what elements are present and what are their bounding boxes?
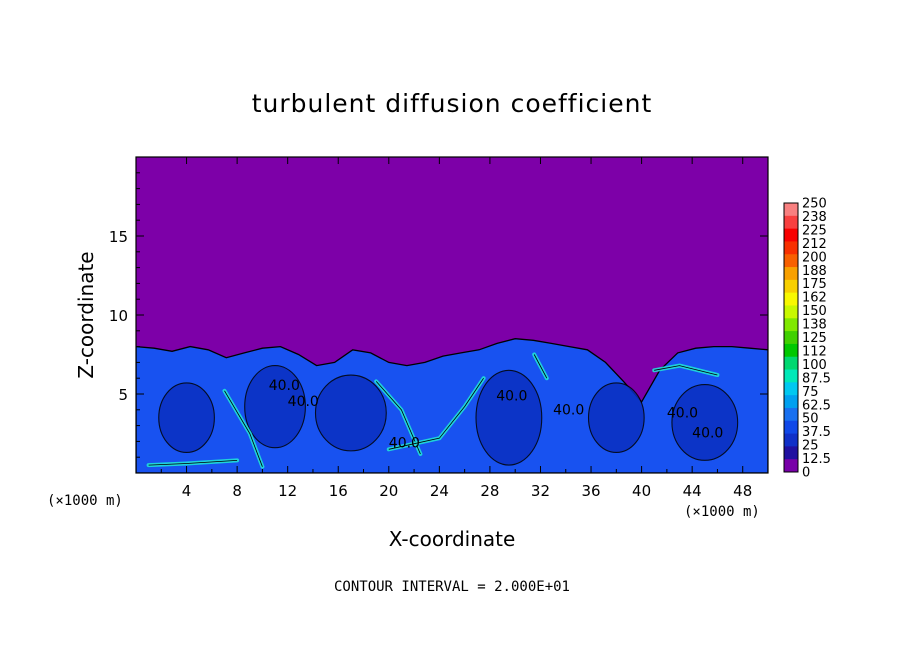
colorbar-swatch <box>784 254 798 268</box>
y-axis: 5 10 15 <box>109 172 768 458</box>
colorbar-swatch <box>784 395 798 409</box>
colorbar-swatch <box>784 318 798 332</box>
colorbar-swatch <box>784 331 798 345</box>
contour-line <box>148 460 238 466</box>
colorbar-swatch <box>784 433 798 447</box>
colorbar-label: 212 <box>802 237 827 252</box>
colorbar-label: 225 <box>802 223 827 238</box>
colorbar-label: 150 <box>802 304 827 319</box>
colorbar-swatch <box>784 343 798 358</box>
colorbar-label: 87.5 <box>802 371 831 386</box>
eddy-structures <box>146 352 739 469</box>
contour-line <box>388 377 484 450</box>
x-tick-label: 20 <box>379 482 398 500</box>
colorbar-label: 0 <box>802 466 810 481</box>
colorbar-swatch <box>784 279 798 294</box>
colorbar-label: 175 <box>802 277 827 292</box>
colorbar-swatch <box>784 292 798 306</box>
colorbar-label: 138 <box>802 318 827 333</box>
colorbar: 2502382252122001881751621501381251121008… <box>783 197 831 481</box>
x-unit-right: (×1000 m) <box>684 504 760 520</box>
colorbar-swatch <box>784 407 798 422</box>
x-tick-label: 44 <box>683 482 702 500</box>
x-tick-label: 8 <box>232 482 242 500</box>
colorbar-label: 25 <box>802 439 819 454</box>
eddy-core <box>475 369 543 466</box>
x-tick-label: 32 <box>531 482 550 500</box>
colorbar-swatch <box>784 446 798 460</box>
x-tick-label: 16 <box>329 482 348 500</box>
x-axis-label: X-coordinate <box>389 527 516 551</box>
y-tick-label: 5 <box>118 386 128 404</box>
contour-line <box>375 381 421 455</box>
eddy-core <box>158 382 215 454</box>
eddy-core <box>244 365 306 449</box>
x-unit-left: (×1000 m) <box>47 493 123 509</box>
colorbar-swatch <box>784 382 798 396</box>
x-tick-label: 12 <box>278 482 297 500</box>
x-tick-label: 36 <box>581 482 600 500</box>
x-tick-label: 4 <box>182 482 192 500</box>
colorbar-swatch <box>784 241 798 255</box>
colorbar-swatch <box>784 369 798 383</box>
eddy-core <box>314 374 387 452</box>
colorbar-swatch <box>784 228 798 242</box>
colorbar-label: 162 <box>802 291 827 306</box>
colorbar-label: 238 <box>802 210 827 225</box>
colorbar-label: 200 <box>802 250 827 265</box>
colorbar-label: 37.5 <box>802 425 831 440</box>
colorbar-swatch <box>784 305 798 319</box>
colorbar-label: 50 <box>802 412 819 427</box>
colorbar-frame <box>783 202 799 473</box>
contour-label: 40.0 <box>692 425 723 441</box>
contour-interval-note: CONTOUR INTERVAL = 2.000E+01 <box>334 579 570 595</box>
colorbar-label: 75 <box>802 385 819 400</box>
colorbar-label: 125 <box>802 331 827 346</box>
colorbar-label: 100 <box>802 358 827 373</box>
x-tick-label: 28 <box>480 482 499 500</box>
colorbar-swatch <box>784 267 798 281</box>
eddy-core <box>671 383 739 461</box>
contour-label: 40.0 <box>553 403 584 419</box>
colorbar-swatch <box>784 420 798 435</box>
contour-label: 40.0 <box>389 436 420 452</box>
colorbar-label: 62.5 <box>802 398 831 413</box>
contour-line <box>654 365 718 376</box>
colorbar-swatch <box>784 459 798 473</box>
x-tick-label: 48 <box>733 482 752 500</box>
contour-label: 40.0 <box>269 378 300 394</box>
colorbar-swatch <box>784 356 798 371</box>
x-tick-label: 24 <box>430 482 449 500</box>
colorbar-label: 112 <box>802 344 827 359</box>
y-axis-label: Z-coordinate <box>74 251 98 378</box>
colorbar-label: 188 <box>802 264 827 279</box>
y-tick-label: 15 <box>109 228 128 246</box>
chart-title: turbulent diffusion coefficient <box>252 89 653 118</box>
contour-label: 40.0 <box>496 388 527 404</box>
contour-line <box>224 390 263 467</box>
colorbar-label: 12.5 <box>802 452 831 467</box>
colorbar-swatch <box>784 215 798 230</box>
x-tick-label: 40 <box>632 482 651 500</box>
contour-label: 40.0 <box>288 394 319 410</box>
eddy-core <box>587 382 645 454</box>
x-axis: 4 8 12 16 20 24 28 32 36 40 44 48 <box>160 157 752 500</box>
contour-labels: 40.040.0 40.040.040.040.040.0 <box>269 378 724 452</box>
colorbar-label: 250 <box>802 197 827 212</box>
y-tick-label: 10 <box>109 307 128 325</box>
contour-label: 40.0 <box>667 406 698 422</box>
colorbar-swatch <box>784 203 798 217</box>
contour-line <box>533 354 548 379</box>
heatmap-field <box>136 157 768 473</box>
